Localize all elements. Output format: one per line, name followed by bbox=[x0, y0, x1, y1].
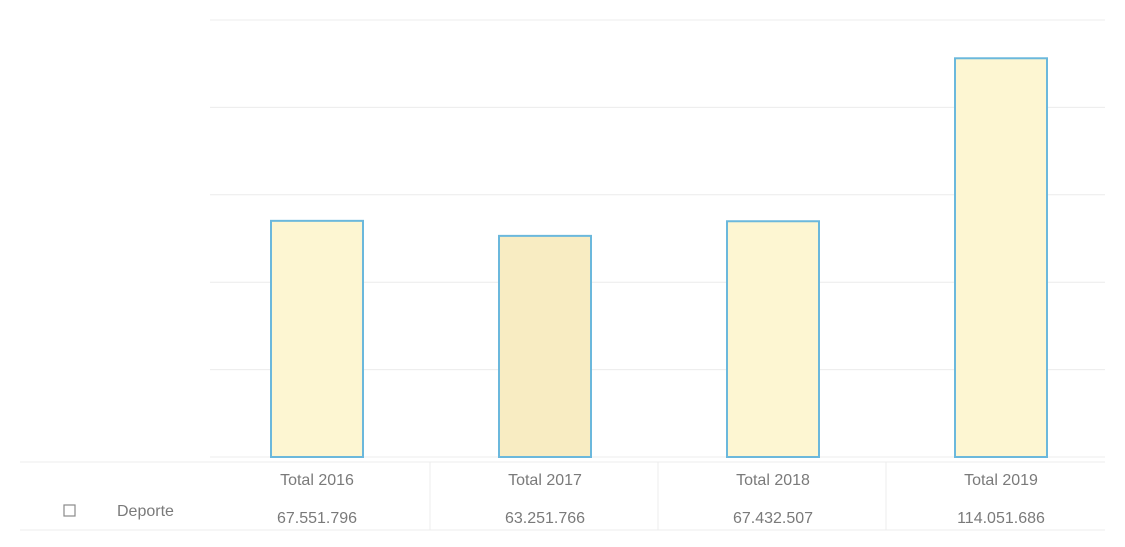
bar-2 bbox=[498, 234, 592, 458]
value-label: 114.051.686 bbox=[957, 510, 1045, 527]
legend-series-label: Deporte bbox=[117, 503, 174, 520]
legend-key-icon bbox=[63, 504, 76, 517]
bar-3 bbox=[726, 220, 820, 458]
category-label: Total 2019 bbox=[964, 472, 1038, 489]
category-label: Total 2017 bbox=[508, 472, 582, 489]
bar-4 bbox=[954, 57, 1048, 459]
bar-1 bbox=[270, 219, 364, 458]
category-label: Total 2018 bbox=[736, 472, 810, 489]
labels: Total 2016 67.551.796 Total 2017 63.251.766… bbox=[277, 472, 1045, 527]
category-label: Total 2016 bbox=[280, 472, 354, 489]
value-label: 67.432.507 bbox=[733, 510, 813, 527]
value-label: 67.551.796 bbox=[277, 510, 357, 527]
data-table: Deporte bbox=[63, 503, 174, 520]
bars bbox=[270, 57, 1048, 459]
value-label: 63.251.766 bbox=[505, 510, 585, 527]
